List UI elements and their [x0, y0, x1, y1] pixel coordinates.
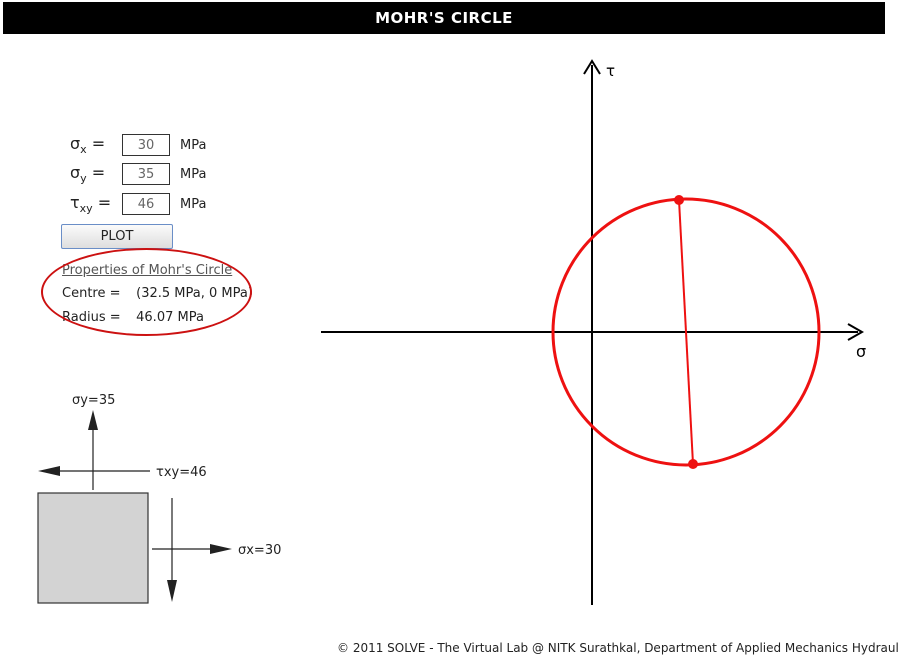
sigma-axis-arrowhead	[847, 323, 865, 341]
stress-element-diagram: σy=35 τxy=46 σx=30	[37, 393, 281, 604]
sigma-x-unit: MPa	[180, 137, 207, 153]
tau-xy-row: τxy = MPa	[70, 193, 206, 215]
tau-axis-label: τ	[606, 62, 615, 80]
plot-button[interactable]: PLOT	[61, 224, 173, 249]
mohr-point-bottom	[688, 459, 698, 469]
radius-label: Radius =	[62, 310, 121, 325]
radius-row: Radius = 46.07 MPa	[62, 310, 204, 325]
centre-value: (32.5 MPa, 0 MPa)	[136, 286, 253, 301]
shear-down-arrowhead	[167, 580, 177, 602]
sigma-y-input[interactable]	[122, 163, 170, 186]
sigma-y-label: σy=35	[72, 393, 115, 408]
footer-copyright: © 2011 SOLVE - The Virtual Lab @ NITK Su…	[337, 641, 898, 655]
mohr-point-top	[674, 195, 684, 205]
sigma-x-input[interactable]	[122, 134, 170, 157]
mohr-diameter-line	[678, 199, 694, 465]
radius-value: 46.07 MPa	[136, 310, 204, 325]
sigma-y-arrowhead	[88, 410, 98, 430]
mohr-circle-plot: σ τ	[321, 59, 866, 605]
sigma-y-row: σy = MPa	[70, 163, 206, 185]
sigma-axis-label: σ	[856, 342, 866, 361]
tau-xy-arrowhead	[38, 466, 60, 476]
centre-label: Centre =	[62, 286, 121, 301]
tau-xy-label: τxy=46	[156, 465, 207, 480]
stress-element-square	[37, 492, 149, 604]
tau-xy-symbol: τxy =	[70, 193, 112, 216]
tau-xy-unit: MPa	[180, 196, 207, 212]
tau-xy-input[interactable]	[122, 193, 170, 216]
tau-axis-arrowhead	[583, 59, 601, 75]
sigma-y-symbol: σy =	[70, 163, 106, 186]
centre-row: Centre = (32.5 MPa, 0 MPa)	[62, 286, 253, 301]
sigma-x-row: σx = MPa	[70, 134, 206, 156]
mohr-circle	[551, 197, 821, 467]
sigma-y-unit: MPa	[180, 166, 207, 182]
sigma-x-symbol: σx =	[70, 134, 106, 157]
page-title: MOHR'S CIRCLE	[3, 2, 885, 34]
sigma-x-label: σx=30	[238, 543, 281, 558]
sigma-x-arrowhead	[210, 544, 232, 554]
properties-title: Properties of Mohr's Circle	[62, 263, 233, 278]
